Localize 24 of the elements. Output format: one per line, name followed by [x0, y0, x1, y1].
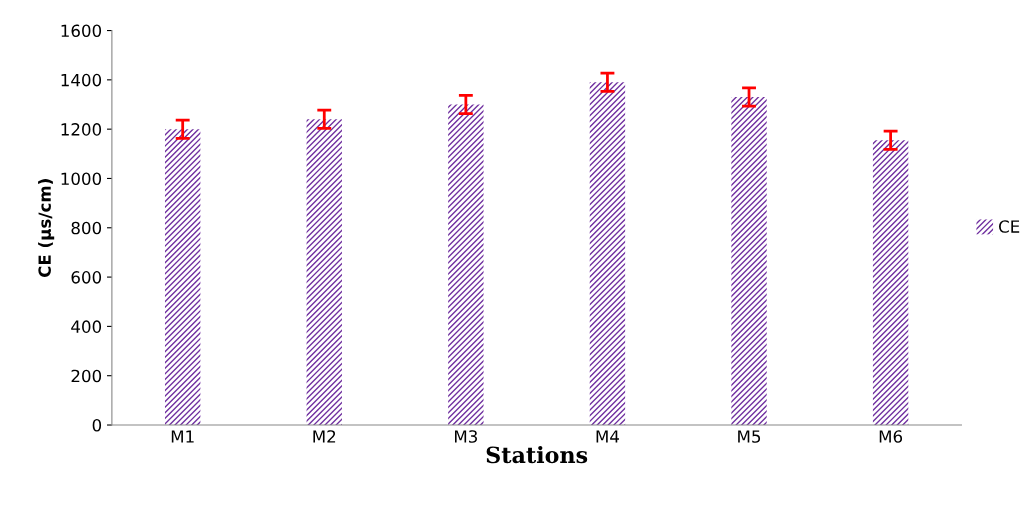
y-axis-title: CE (µs/cm) — [38, 179, 55, 278]
bar — [731, 97, 767, 426]
bar — [306, 119, 342, 426]
x-tick-label: M1 — [171, 430, 194, 443]
bar — [164, 129, 201, 426]
x-tick-label: M2 — [313, 430, 336, 443]
bar — [589, 82, 626, 426]
y-tick-label: 1600 — [61, 24, 102, 38]
x-tick-label: M5 — [738, 430, 761, 443]
legend-label: CE — [999, 220, 1020, 233]
y-tick-label: 0 — [92, 418, 102, 432]
x-tick-label: M6 — [879, 430, 903, 443]
x-tick-label: M3 — [455, 430, 478, 443]
bar — [872, 140, 909, 426]
x-tick-label: M4 — [596, 430, 619, 443]
y-tick-label: 800 — [71, 221, 102, 235]
x-axis-title: Stations — [486, 446, 588, 464]
y-tick-label: 600 — [71, 271, 102, 284]
y-tick-label: 1200 — [61, 123, 102, 136]
y-tick-label: 200 — [71, 369, 102, 383]
bar — [448, 104, 484, 426]
y-tick-label: 1000 — [61, 172, 102, 186]
y-tick-label: 400 — [71, 320, 102, 333]
y-tick-label: 1400 — [61, 73, 102, 87]
